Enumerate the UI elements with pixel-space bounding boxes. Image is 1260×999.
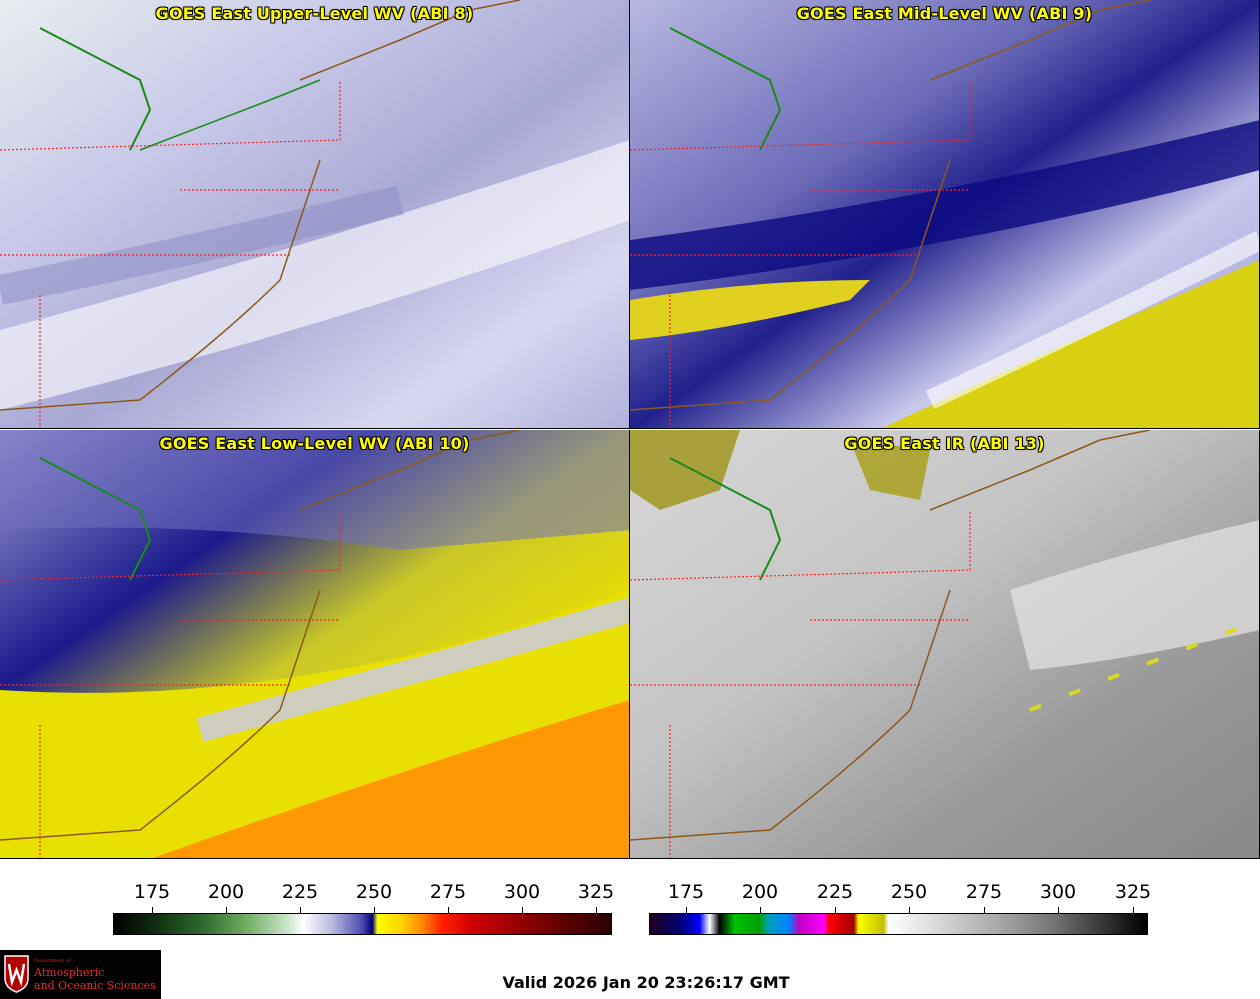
uw-crest-icon — [4, 955, 29, 993]
tick-label: 300 — [1039, 881, 1077, 903]
tick-mark — [596, 907, 597, 913]
tick-label: 175 — [667, 881, 705, 903]
tick-label: 250 — [355, 881, 393, 903]
tick-mark — [300, 907, 301, 913]
tick-label: 275 — [429, 881, 467, 903]
logo-line-2: and Oceanic Sciences — [34, 979, 156, 992]
tick-mark — [152, 907, 153, 913]
tick-mark — [448, 907, 449, 913]
tick-mark — [1058, 907, 1059, 913]
tick-mark — [522, 907, 523, 913]
tick-label: 325 — [1114, 881, 1152, 903]
logo-line-1: Atmospheric — [34, 966, 105, 979]
tick-label: 250 — [890, 881, 928, 903]
tick-label: 225 — [281, 881, 319, 903]
ir-color-scale: 175 200 225 250 275 300 325 — [649, 878, 1152, 938]
tick-mark — [374, 907, 375, 913]
tick-label: 275 — [965, 881, 1003, 903]
ir-image — [630, 430, 1259, 858]
tick-mark — [909, 907, 910, 913]
tick-mark — [760, 907, 761, 913]
panel-title: GOES East Low-Level WV (ABI 10) — [159, 434, 470, 453]
upper-level-wv-image — [0, 0, 629, 428]
tick-label: 200 — [207, 881, 245, 903]
wv-color-scale: 175 200 225 250 275 300 325 — [113, 878, 615, 938]
aos-logo: Department of Atmospheric and Oceanic Sc… — [0, 950, 161, 999]
valid-time-label: Valid 2026 Jan 20 23:26:17 GMT — [502, 973, 790, 992]
tick-mark — [835, 907, 836, 913]
tick-label: 175 — [133, 881, 171, 903]
logo-dept-text: Department of — [34, 958, 71, 964]
low-level-wv-panel: GOES East Low-Level WV (ABI 10) — [0, 430, 630, 859]
low-level-wv-image — [0, 430, 629, 858]
mid-level-wv-panel: GOES East Mid-Level WV (ABI 9) — [630, 0, 1260, 429]
tick-label: 200 — [741, 881, 779, 903]
tick-label: 325 — [577, 881, 615, 903]
ir-colorbar — [649, 913, 1148, 935]
tick-mark — [226, 907, 227, 913]
tick-mark — [686, 907, 687, 913]
tick-mark — [984, 907, 985, 913]
panel-title: GOES East Mid-Level WV (ABI 9) — [796, 4, 1093, 23]
tick-label: 300 — [503, 881, 541, 903]
mid-level-wv-image — [630, 0, 1259, 428]
wv-colorbar — [113, 913, 612, 935]
tick-mark — [1133, 907, 1134, 913]
tick-label: 225 — [816, 881, 854, 903]
panel-title: GOES East Upper-Level WV (ABI 8) — [155, 4, 474, 23]
ir-panel: GOES East IR (ABI 13) — [630, 430, 1260, 859]
panel-title: GOES East IR (ABI 13) — [844, 434, 1045, 453]
upper-level-wv-panel: GOES East Upper-Level WV (ABI 8) — [0, 0, 630, 429]
